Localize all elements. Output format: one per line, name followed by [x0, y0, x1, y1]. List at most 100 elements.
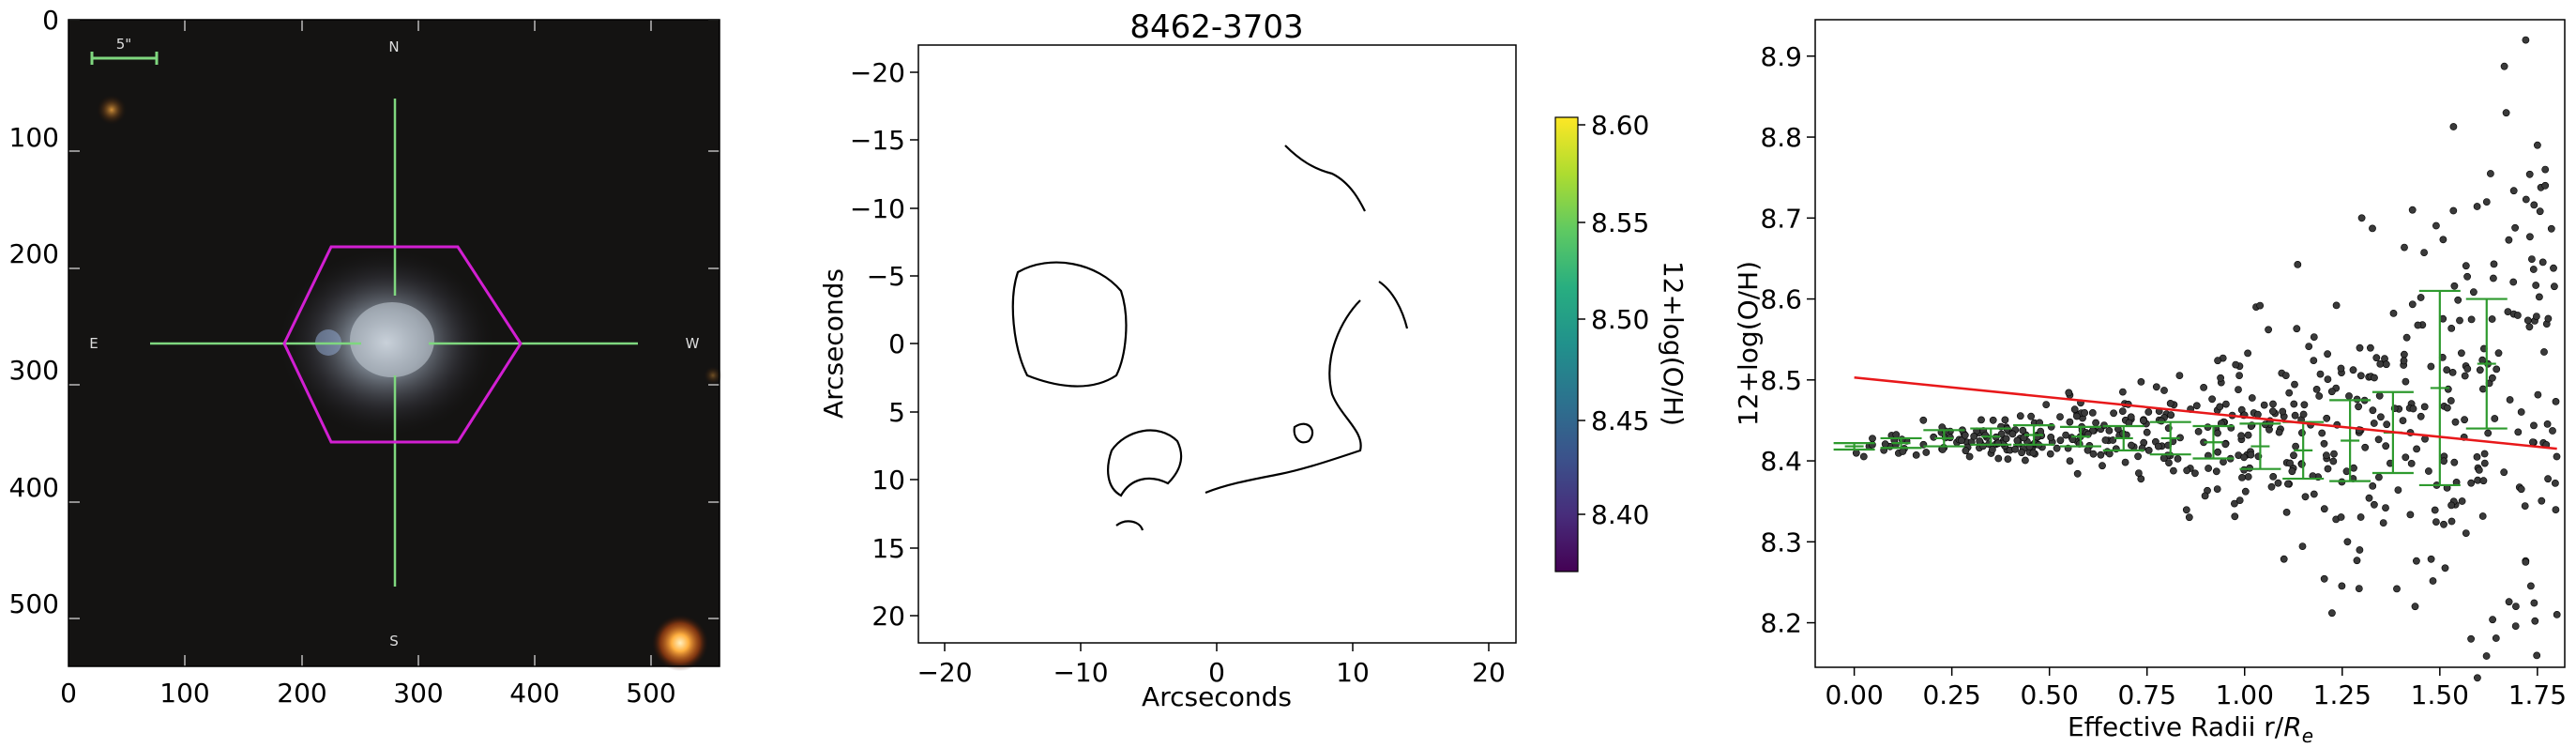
contour-northeast-high: [1378, 281, 1409, 329]
metallicity-map-panel: 8462-3703 −: [818, 8, 1689, 712]
scatter-point: [1912, 450, 1920, 459]
scatter-point: [2440, 520, 2447, 528]
scatter-point: [2502, 109, 2510, 117]
scatter-point: [1970, 432, 1978, 440]
scatter-point: [2066, 457, 2074, 465]
scatter-point: [2532, 282, 2540, 289]
contour-small-2: [1115, 520, 1144, 531]
scatter-point: [2441, 564, 2449, 572]
scatter-point: [2550, 282, 2558, 291]
scatter-point: [2214, 429, 2221, 437]
scatter-point: [2500, 62, 2508, 70]
map-y-tick-m5: −5: [867, 261, 905, 292]
image-x-tick-300: 300: [393, 678, 443, 709]
scatter-x-tick-0: 0.00: [1825, 679, 1883, 710]
scatter-point: [2237, 432, 2245, 440]
scatter-point: [2192, 402, 2201, 410]
scatter-y-tick-89: 8.9: [1760, 41, 1802, 72]
colorbar-tick-860: 8.60: [1591, 110, 1649, 141]
scatter-point: [2365, 494, 2373, 502]
scatter-x-tick-075: 0.75: [2118, 679, 2176, 710]
scatter-point: [2152, 383, 2160, 391]
scatter-point: [2260, 401, 2268, 409]
map-y-tick-15: 15: [871, 533, 905, 564]
scatter-point: [2194, 427, 2203, 435]
compass-west: W: [686, 335, 700, 352]
scatter-point: [2552, 397, 2560, 405]
scatter-point: [2551, 480, 2559, 487]
colorbar-tick-marks: [1578, 124, 1585, 515]
scatter-point: [2401, 243, 2408, 252]
scatter-point: [2283, 480, 2292, 488]
scatter-point: [2216, 403, 2224, 411]
scatter-point: [2447, 397, 2455, 405]
scatter-y-tick-85: 8.5: [1760, 365, 1802, 396]
scatter-point: [2467, 634, 2475, 643]
scatter-point: [2174, 454, 2182, 463]
scatter-point: [2463, 272, 2471, 281]
scatter-point: [2473, 203, 2481, 210]
scatter-point: [2279, 407, 2287, 416]
scatter-point: [2432, 518, 2440, 526]
map-contours: [1011, 145, 1409, 531]
scatter-point: [2070, 405, 2079, 414]
scatter-point: [2523, 316, 2532, 325]
scatter-point: [2212, 467, 2220, 476]
scatter-point: [2374, 473, 2383, 481]
scatter-point: [2525, 323, 2534, 331]
scatter-points: [1852, 36, 2561, 682]
scatter-point: [2118, 388, 2127, 396]
scatter-point: [2447, 501, 2455, 510]
gradient-scatter-panel: 0.00 0.25 0.50 0.75 1.00 1.25 1.50 1.75 …: [1733, 19, 2567, 747]
scatter-point: [2101, 436, 2110, 444]
scatter-point: [2275, 428, 2283, 436]
contour-southwest-low: [1107, 429, 1183, 497]
scatter-point: [2413, 445, 2420, 453]
scatter-point: [2127, 441, 2135, 450]
scatter-point: [2316, 370, 2325, 378]
scatter-point: [2269, 400, 2277, 408]
scatter-point: [2320, 574, 2328, 583]
scatter-point: [2393, 585, 2401, 593]
scatter-point: [2230, 499, 2238, 508]
scatter-point: [2088, 408, 2097, 417]
linear-fit-line: [1854, 375, 2557, 450]
scatter-point: [2330, 450, 2338, 458]
scatter-point: [2175, 372, 2184, 379]
scatter-point: [2369, 406, 2377, 415]
scatter-y-tick-84: 8.4: [1760, 446, 1802, 477]
scatter-point: [2530, 421, 2538, 430]
scatter-point: [2382, 360, 2390, 369]
scatter-point: [2478, 512, 2487, 520]
scatter-point: [2158, 417, 2165, 425]
scatter-point: [2492, 634, 2500, 642]
scatter-point: [2356, 343, 2364, 352]
scatter-x-ticklabels: 0.00 0.25 0.50 0.75 1.00 1.25 1.50 1.75: [1825, 679, 2567, 710]
scatter-point: [1988, 446, 1996, 453]
scatter-point: [2013, 436, 2022, 445]
scatter-point: [2089, 450, 2098, 458]
scatter-point: [2553, 611, 2561, 618]
scatter-point: [2467, 479, 2476, 487]
scatter-point: [2345, 392, 2353, 400]
scatter-point: [2530, 599, 2538, 607]
colorbar-ticklabels: 8.40 8.45 8.50 8.55 8.60: [1591, 110, 1649, 530]
scatter-point: [2021, 456, 2029, 465]
scatter-point: [2280, 555, 2288, 563]
scatter-point: [2469, 288, 2478, 297]
scatter-point: [2235, 496, 2244, 504]
scatter-point: [2527, 255, 2536, 263]
scatter-point: [2001, 416, 2009, 424]
scatter-point: [2476, 366, 2484, 374]
scatter-point: [2356, 546, 2364, 554]
scatter-point: [1919, 416, 1928, 424]
scatter-point: [1961, 431, 1969, 439]
scatter-point: [2042, 401, 2051, 408]
scatter-point: [1989, 416, 1997, 424]
image-y-tick-400: 400: [9, 472, 59, 503]
compass-south: S: [389, 633, 399, 649]
scatter-point: [2379, 519, 2387, 527]
image-x-tick-400: 400: [509, 678, 559, 709]
scatter-point: [2544, 314, 2553, 323]
scatter-point: [2408, 206, 2417, 214]
